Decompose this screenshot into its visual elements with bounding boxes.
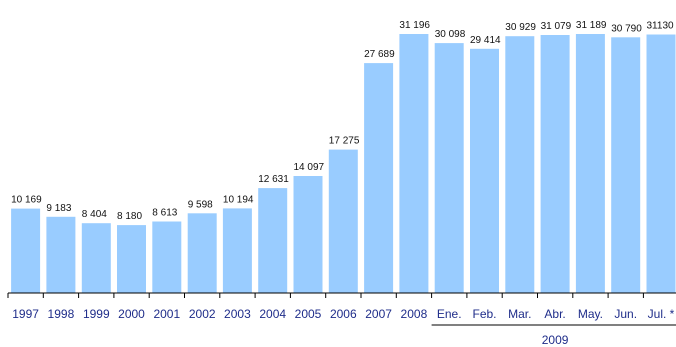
bar: [81, 223, 111, 293]
x-tick-label: Ene.: [437, 307, 462, 321]
x-axis-tick-labels: 1997 1998 1999 2000 2001 2002 2003 2004 2005 2006…: [12, 307, 674, 321]
x-tick-label: 2008: [401, 307, 428, 321]
bar: [152, 221, 182, 293]
x-axis-ticks: [7, 293, 644, 298]
bar-value-label: 12 631: [258, 174, 289, 185]
x-tick-label: 2005: [295, 307, 322, 321]
x-tick-label: 1999: [83, 307, 110, 321]
x-tick-label: Mar.: [508, 307, 531, 321]
bar-value-label: 10 169: [11, 195, 42, 206]
x-tick-label: 2001: [153, 307, 180, 321]
bar-value-label: 8 613: [152, 208, 177, 219]
bar-value-label: 29 414: [470, 35, 501, 46]
x-tick-label: Abr.: [544, 307, 565, 321]
bar-value-label: 10 194: [223, 194, 254, 205]
bar: [575, 34, 605, 293]
x-tick-label: 1997: [12, 307, 39, 321]
bar: [187, 213, 217, 293]
x-tick-label: 2002: [189, 307, 216, 321]
x-tick-label: 2003: [224, 307, 251, 321]
bar-value-label: 30 929: [505, 22, 536, 33]
bar-value-label: 30 098: [435, 29, 466, 40]
bar-value-label: 31 189: [576, 20, 607, 31]
bar-value-label: 9 598: [188, 199, 213, 210]
bar: [117, 225, 146, 293]
bar-value-label: 8 180: [117, 211, 142, 222]
bar: [11, 208, 41, 293]
bar: [46, 216, 76, 293]
bar: [364, 63, 394, 293]
x-tick-label: May.: [578, 307, 603, 321]
bar: [293, 176, 323, 293]
value-labels-layer: 10 169 9 183 8 404 8 180 8 613 9 598 10 194 12 …: [11, 20, 674, 222]
bar: [222, 208, 252, 293]
bar: [399, 34, 429, 293]
bar: [611, 37, 641, 293]
bar-value-label: 8 404: [82, 209, 107, 220]
bar-value-label: 9 183: [46, 203, 71, 214]
x-tick-label: 2004: [259, 307, 286, 321]
x-tick-label: Jun.: [614, 307, 637, 321]
x-tick-label: 2007: [365, 307, 392, 321]
bar: [434, 43, 464, 293]
bar-value-label: 30 790: [611, 23, 642, 34]
bar-value-label: 17 275: [329, 136, 360, 147]
bar: [505, 36, 535, 293]
x-tick-label: 2006: [330, 307, 357, 321]
group-label: 2009: [542, 333, 569, 347]
bar: [258, 188, 288, 293]
bar-value-label: 31130: [647, 21, 675, 32]
bar: [540, 35, 570, 293]
group-brackets: 2009: [431, 324, 676, 347]
x-tick-label: 1998: [48, 307, 75, 321]
bar: [470, 48, 499, 293]
bar: [646, 34, 676, 293]
x-tick-label: Feb.: [472, 307, 496, 321]
x-tick-label: 2000: [118, 307, 145, 321]
x-tick-label: Jul. *: [648, 307, 675, 321]
bar-value-label: 31 196: [399, 20, 430, 31]
bar: [328, 149, 358, 293]
bar-value-label: 27 689: [364, 49, 395, 60]
bar-value-label: 31 079: [541, 21, 572, 32]
bars-layer: [11, 34, 676, 293]
bar-value-label: 14 097: [294, 162, 325, 173]
